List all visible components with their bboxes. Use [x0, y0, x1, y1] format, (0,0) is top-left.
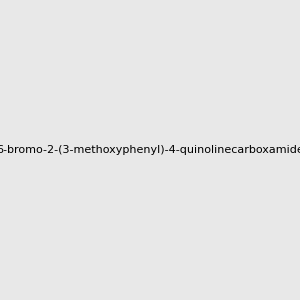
Text: 6-bromo-2-(3-methoxyphenyl)-4-quinolinecarboxamide: 6-bromo-2-(3-methoxyphenyl)-4-quinolinec… — [0, 145, 300, 155]
